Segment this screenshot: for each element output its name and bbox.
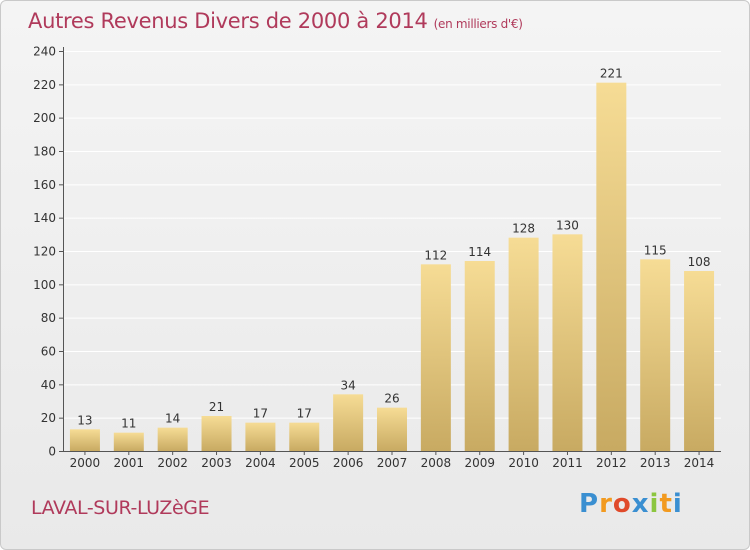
axes [59, 47, 721, 455]
x-tick-label: 2012 [596, 456, 627, 470]
y-tick-label: 200 [33, 111, 56, 125]
labels: 0 20 40 60 80 100 120 140 160 180 200 220 240 13 2000 1… [33, 45, 714, 471]
logo-letter: i [672, 489, 683, 519]
bar [289, 422, 320, 451]
y-tick-label: 220 [33, 78, 56, 92]
bar [552, 234, 583, 451]
bar-value-label: 13 [77, 413, 92, 427]
bar [377, 407, 407, 451]
chart-title-unit: (en milliers d'€) [433, 17, 523, 31]
logo-letter: P [579, 489, 600, 519]
bar [201, 416, 232, 451]
bar [157, 427, 188, 451]
x-tick-label: 2005 [289, 456, 320, 470]
bar-value-label: 108 [688, 255, 711, 269]
y-tick-label: 140 [33, 211, 56, 225]
y-tick-label: 160 [33, 178, 56, 192]
x-tick-label: 2010 [508, 456, 539, 470]
chart-title: Autres Revenus Divers de 2000 à 2014 (en … [28, 9, 523, 33]
y-tick-label: 100 [33, 278, 56, 292]
x-tick-label: 2014 [684, 456, 715, 470]
bar [69, 429, 100, 451]
bar-value-label: 17 [253, 407, 268, 421]
x-tick-label: 2011 [552, 456, 583, 470]
logo-letter: i [649, 489, 660, 519]
bar-value-label: 17 [297, 407, 312, 421]
bars [69, 82, 715, 452]
x-tick-label: 2007 [377, 456, 408, 470]
y-tick-label: 80 [41, 311, 56, 325]
x-tick-label: 2000 [70, 456, 101, 470]
x-tick-label: 2002 [157, 456, 188, 470]
bar [245, 422, 276, 451]
y-tick-label: 20 [41, 411, 56, 425]
y-tick-label: 40 [41, 378, 56, 392]
x-tick-label: 2008 [421, 456, 452, 470]
bar [684, 271, 715, 451]
bar-value-label: 14 [165, 412, 180, 426]
y-tick-label: 180 [33, 145, 56, 159]
y-tick-label: 60 [41, 345, 56, 359]
x-tick-label: 2003 [201, 456, 232, 470]
bar-value-label: 221 [600, 67, 623, 81]
chart-title-main: Autres Revenus Divers de 2000 à 2014 [28, 9, 428, 33]
logo-letter: o [612, 489, 632, 519]
bar [420, 264, 451, 451]
bar [508, 237, 539, 451]
bar-value-label: 21 [209, 400, 224, 414]
bar [333, 394, 364, 451]
logo-letter: t [659, 489, 673, 519]
x-tick-label: 2004 [245, 456, 276, 470]
y-tick-label: 0 [48, 445, 56, 459]
bar [464, 261, 495, 451]
proxiti-logo: Proxiti [579, 489, 683, 519]
bar-value-label: 11 [121, 417, 136, 431]
bar-value-label: 128 [512, 222, 535, 236]
x-tick-label: 2013 [640, 456, 671, 470]
bar-value-label: 114 [468, 245, 491, 259]
bar-value-label: 26 [384, 392, 399, 406]
commune-name: LAVAL-SUR-LUZèGE [31, 497, 210, 519]
logo-letter: x [631, 489, 650, 519]
bar [113, 432, 144, 451]
bar-value-label: 115 [644, 243, 667, 257]
bar-value-label: 130 [556, 218, 579, 232]
logo-letter: r [599, 489, 613, 519]
bar-value-label: 34 [340, 378, 355, 392]
x-tick-label: 2009 [464, 456, 495, 470]
y-tick-label: 120 [33, 245, 56, 259]
bar-value-label: 112 [424, 248, 447, 262]
bar [596, 82, 627, 452]
x-tick-label: 2001 [114, 456, 145, 470]
bar [640, 259, 671, 451]
x-tick-label: 2006 [333, 456, 364, 470]
y-tick-label: 240 [33, 45, 56, 59]
